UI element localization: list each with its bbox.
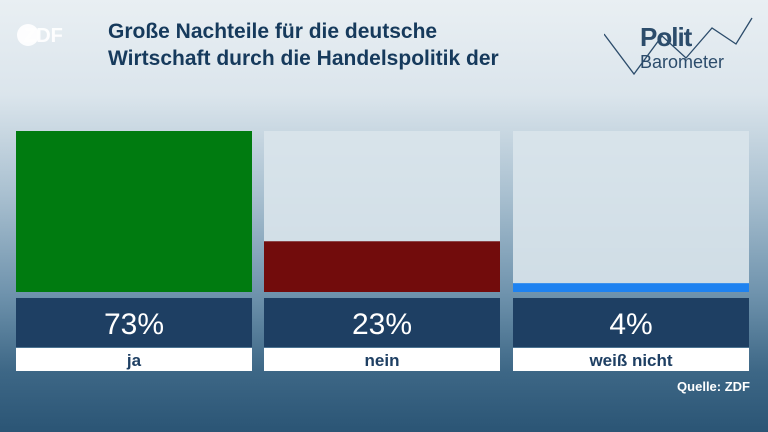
source-label: Quelle: ZDF	[677, 379, 750, 394]
value-box-weiss-nicht	[513, 298, 749, 347]
politbarometer-logo: Polit Barometer	[603, 14, 754, 84]
value-label-weiss-nicht: 4%	[609, 308, 652, 341]
value-box-ja	[16, 298, 252, 347]
bar-nein	[264, 241, 500, 292]
zdf-logo: ZDF	[17, 24, 63, 47]
bar-track-weiss-nicht	[513, 131, 749, 292]
category-box-weiss-nicht	[513, 348, 749, 371]
value-label-nein: 23%	[352, 308, 412, 341]
brand-line-1: Polit	[640, 22, 692, 52]
zigzag-icon	[603, 17, 753, 76]
category-box-ja	[16, 348, 252, 371]
value-label-ja: 73%	[104, 308, 164, 341]
page-title: Große Nachteile für die deutsche Wirtsch…	[108, 18, 578, 72]
title-line-2: Wirtschaft durch die Handelspolitik der	[108, 47, 499, 70]
category-label-weiss-nicht: weiß nicht	[588, 351, 672, 370]
brand-line-2: Barometer	[640, 52, 725, 72]
bar-ja	[16, 131, 252, 292]
title-line-1: Große Nachteile für die deutsche	[108, 20, 438, 43]
category-label-ja: ja	[126, 351, 142, 370]
bar-weiss-nicht	[513, 283, 749, 292]
zdf-logo-text: ZDF	[24, 25, 63, 47]
value-box-nein	[264, 298, 500, 347]
category-box-nein	[264, 348, 500, 371]
category-label-nein: nein	[365, 351, 400, 370]
